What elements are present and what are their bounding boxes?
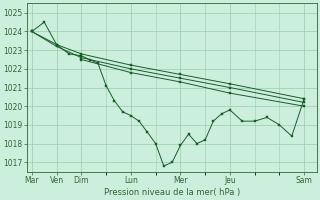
X-axis label: Pression niveau de la mer( hPa ): Pression niveau de la mer( hPa ) <box>104 188 240 197</box>
